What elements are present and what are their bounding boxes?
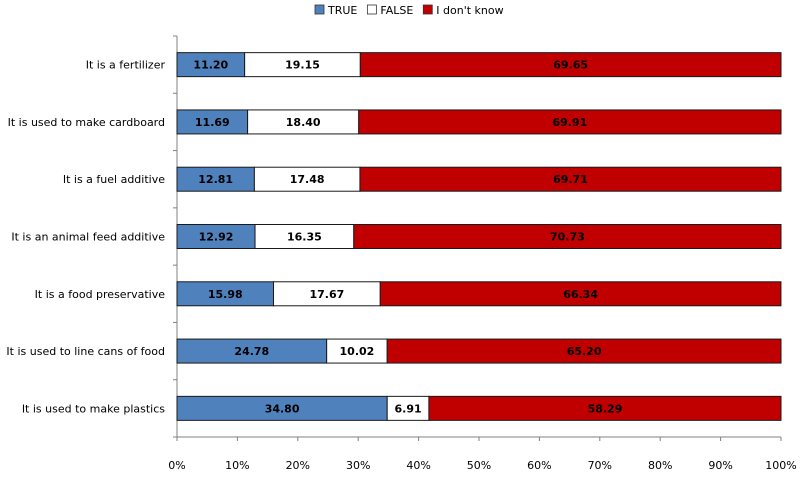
legend-swatch-0	[314, 4, 325, 15]
x-tick-label: 20%	[286, 459, 310, 472]
bar-segment-1	[386, 395, 430, 421]
category-label: It is used to make cardboard	[8, 116, 165, 129]
bar-segment-1	[326, 338, 388, 364]
bar-segment-1	[247, 109, 360, 135]
bar-segment-2	[353, 224, 782, 249]
data-label: 16.35	[287, 231, 322, 244]
category-label: It is used to make plastics	[22, 402, 165, 415]
data-label: 70.73	[550, 231, 585, 244]
data-label: 19.15	[285, 59, 320, 72]
data-label: 17.48	[290, 173, 325, 186]
bar-segment-0	[176, 338, 328, 364]
data-label: 15.98	[208, 288, 243, 301]
bar-segment-2	[358, 109, 782, 135]
data-label: 11.20	[193, 59, 228, 72]
x-tick-label: 50%	[467, 459, 491, 472]
data-label: 65.20	[567, 345, 602, 358]
data-label: 12.81	[198, 173, 233, 186]
data-label: 34.80	[265, 402, 300, 415]
legend-label-0: TRUE	[327, 4, 357, 17]
data-label: 12.92	[199, 231, 234, 244]
bar-segment-1	[254, 224, 355, 249]
x-tick-label: 0%	[168, 459, 185, 472]
bar-segment-1	[253, 166, 361, 192]
x-tick-label: 60%	[527, 459, 551, 472]
data-label: 18.40	[286, 116, 321, 129]
bar-segment-2	[379, 281, 782, 307]
data-label: 6.91	[394, 402, 421, 415]
bar-segment-2	[386, 338, 782, 364]
bar-segment-2	[359, 166, 782, 192]
bar-segment-0	[176, 224, 256, 249]
x-tick-label: 100%	[765, 459, 796, 472]
data-label: 66.34	[563, 288, 598, 301]
bar-segment-0	[176, 281, 275, 307]
data-label: 69.71	[553, 173, 588, 186]
bar-segment-1	[273, 281, 381, 307]
legend-label-1: FALSE	[380, 4, 413, 17]
x-tick-label: 70%	[588, 459, 612, 472]
x-tick-label: 90%	[708, 459, 732, 472]
category-label: It is used to line cans of food	[6, 345, 165, 358]
bar-segment-0	[176, 109, 249, 135]
category-label: It is a fertilizer	[86, 59, 166, 72]
data-label: 10.02	[340, 345, 375, 358]
data-label: 17.67	[309, 288, 344, 301]
legend-swatch-1	[366, 4, 377, 15]
data-label: 69.65	[553, 59, 588, 72]
data-label: 11.69	[195, 116, 230, 129]
category-label: It is a food preservative	[35, 288, 166, 301]
data-label: 58.29	[588, 402, 623, 415]
data-label: 69.91	[552, 116, 587, 129]
category-label: It is an animal feed additive	[11, 231, 165, 244]
bar-segment-0	[176, 395, 388, 421]
bar-segment-2	[428, 395, 782, 421]
x-tick-label: 10%	[225, 459, 249, 472]
legend-swatch-2	[422, 4, 433, 15]
x-tick-label: 40%	[406, 459, 430, 472]
data-label: 24.78	[234, 345, 269, 358]
legend-label-2: I don't know	[436, 4, 503, 17]
x-tick-label: 30%	[346, 459, 370, 472]
bar-segment-2	[359, 52, 782, 78]
x-tick-label: 80%	[648, 459, 672, 472]
category-label: It is a fuel additive	[63, 173, 165, 186]
